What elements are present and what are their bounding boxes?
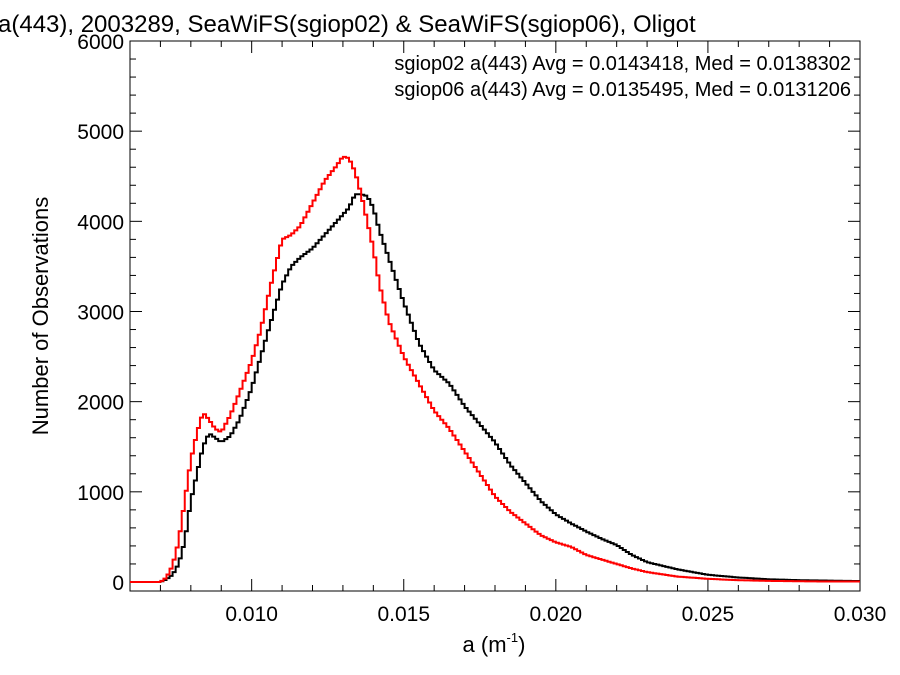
legend-entry-sgiop06: sgiop06 a(443) Avg = 0.0135495, Med = 0.…	[394, 79, 851, 101]
x-tick-label: 0.010	[225, 603, 278, 626]
x-axis-label-main: a (m	[463, 632, 507, 657]
x-tick-label: 0.015	[377, 603, 430, 626]
x-axis-label-close: )	[518, 632, 525, 657]
x-tick-label: 0.025	[682, 603, 735, 626]
y-tick-label: 1000	[77, 482, 124, 505]
legend: sgiop02 a(443) Avg = 0.0143418, Med = 0.…	[394, 53, 851, 101]
x-axis-ticks: 0.010 0.015 0.020 0.025 0.030	[159, 41, 887, 626]
plot-frame	[129, 40, 861, 592]
y-tick-label: 6000	[77, 31, 124, 54]
y-tick-label: 3000	[77, 301, 124, 324]
chart-title: a(443), 2003289, SeaWiFS(sgiop02) & SeaW…	[0, 11, 696, 38]
x-tick-label: 0.030	[834, 603, 887, 626]
y-tick-label: 2000	[77, 392, 124, 415]
x-axis-label: a (m-1)	[463, 630, 526, 657]
histogram-series-line	[130, 193, 860, 583]
series-layer	[130, 155, 860, 583]
y-tick-label: 4000	[77, 211, 124, 234]
y-tick-label: 5000	[77, 121, 124, 144]
y-tick-label: 0	[112, 572, 124, 595]
legend-entry-sgiop02: sgiop02 a(443) Avg = 0.0143418, Med = 0.…	[394, 53, 851, 75]
histogram-series-line	[130, 155, 860, 583]
y-axis-ticks: 0 1000 2000 3000 4000 5000 6000	[77, 31, 860, 595]
x-tick-label: 0.020	[530, 603, 583, 626]
y-axis-label: Number of Observations	[28, 197, 53, 435]
x-axis-label-exponent: -1	[507, 630, 519, 645]
